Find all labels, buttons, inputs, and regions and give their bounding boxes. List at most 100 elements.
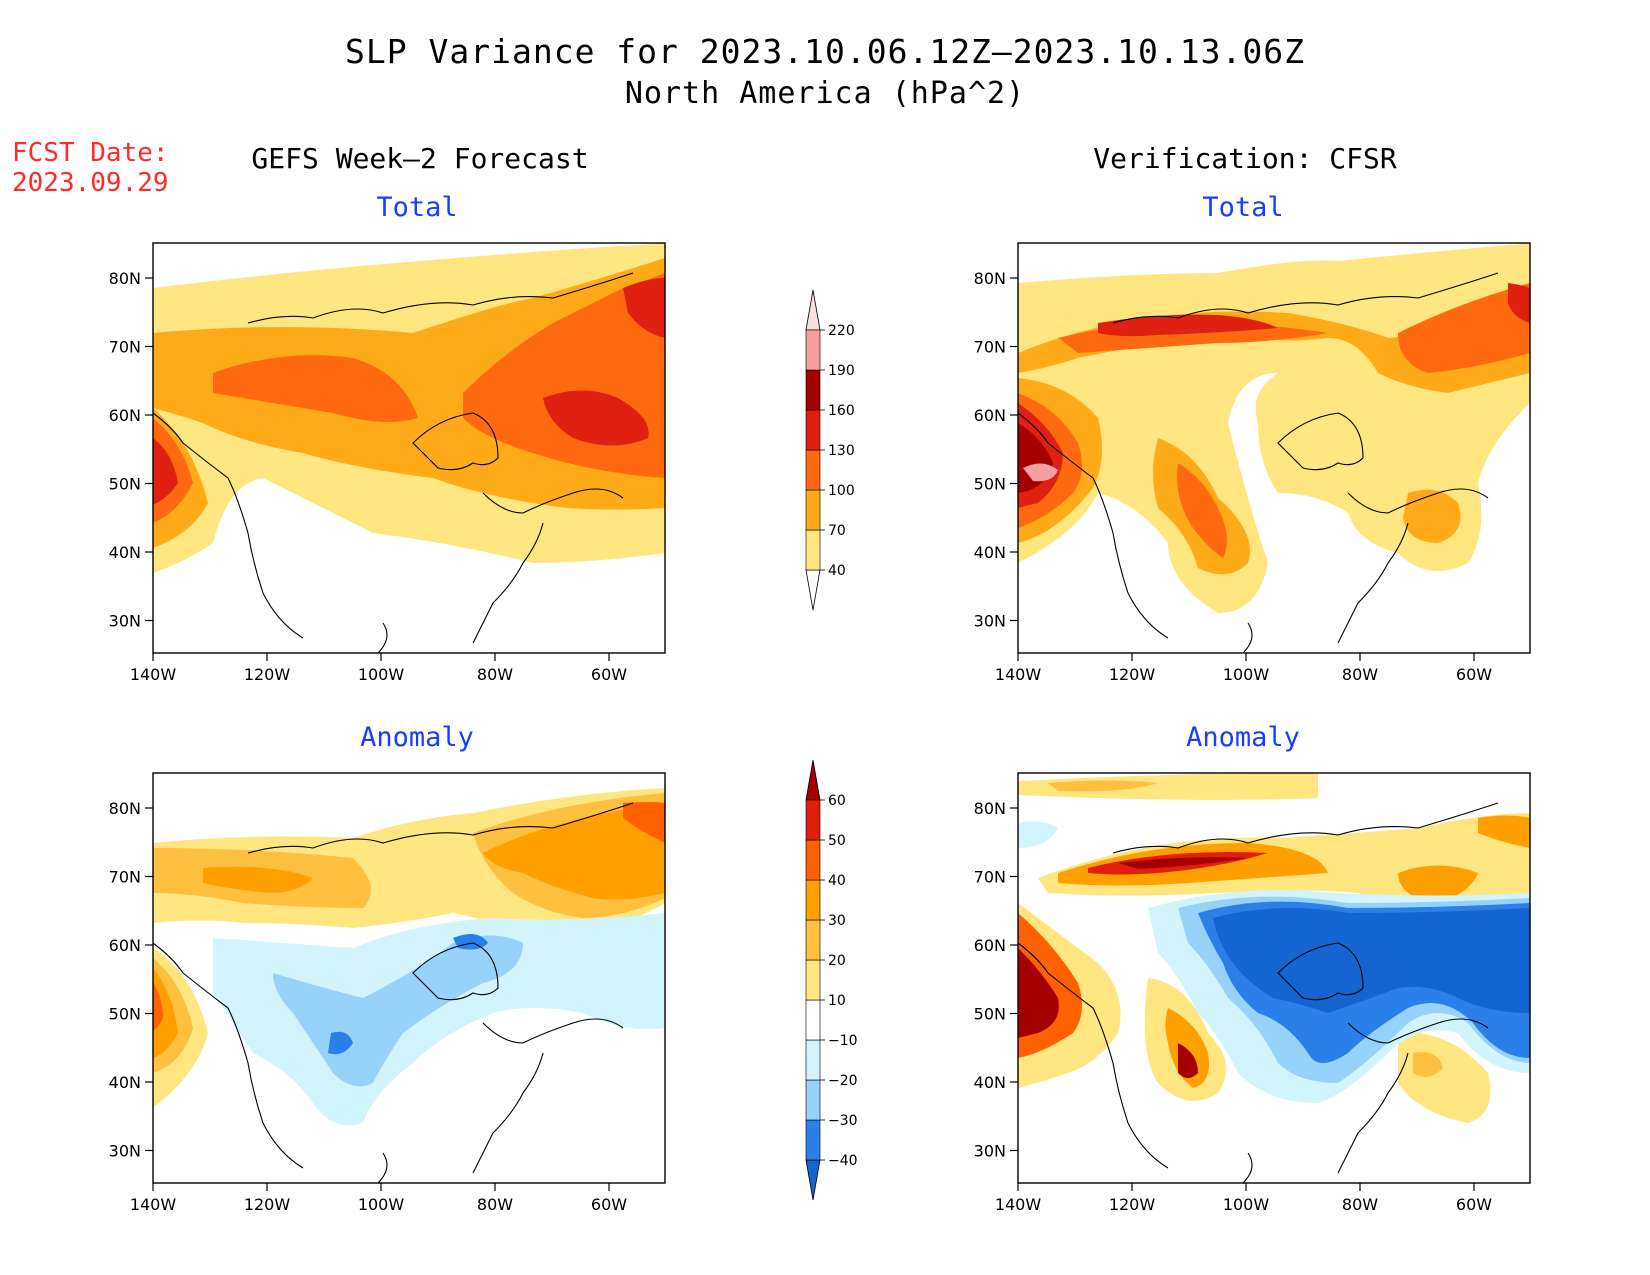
colorbar-anomaly: −40 −30 −20 −10 10 20 30 40 50 60 [805,759,858,1201]
lat-tick-label: 70N [109,868,141,887]
colorbar-cell [805,1079,821,1121]
colorbar-label: 20 [828,953,846,969]
lat-tick-label: 30N [974,612,1006,631]
contour-60-south [1178,1043,1198,1078]
lon-tick-label: 100W [358,1195,405,1214]
colorbar-cell [805,369,821,411]
colorbar-bottom-arrow [805,569,821,611]
fcst-date-value: 2023.09.29 [12,168,169,198]
colorbar-label: −30 [828,1113,858,1129]
colorbar-label: 40 [828,873,846,889]
contour-60-arctic [1118,857,1248,869]
contour-neg30-south [328,1031,353,1055]
lon-tick-label: 80W [477,665,513,684]
contour-10-top [1018,773,1318,800]
colorbar-label: 60 [828,793,846,809]
lat-tick-label: 50N [109,1005,141,1024]
contour-30-west [153,968,178,1058]
lat-tick-label: 50N [974,475,1006,494]
contour-130 [1098,314,1278,337]
map-forecast-total [152,242,666,654]
lon-tick-label: 120W [244,665,291,684]
lat-tick-label: 60N [109,406,141,425]
coastlines [1018,272,1499,653]
colorbar-cell [805,959,821,1001]
contour-neg10-west-arctic [1018,821,1058,848]
colorbar-cell [805,1119,821,1161]
lon-tick-label: 120W [244,1195,291,1214]
lat-tick-label: 80N [109,269,141,288]
lat-tick-label: 50N [974,1005,1006,1024]
lat-tick-label: 30N [974,1142,1006,1161]
figure-title: SLP Variance for 2023.10.06.12Z–2023.10.… [345,32,1305,71]
panel-title-verification-anomaly: Anomaly [1186,722,1300,753]
lat-tick-label: 80N [974,269,1006,288]
coastlines [153,272,634,653]
contour-40-west [153,983,163,1031]
lat-tick-label: 80N [109,799,141,818]
colorbar-cell [805,409,821,451]
fcst-date-label: FCST Date: [12,138,169,168]
map-forecast-anomaly [152,772,666,1184]
colorbar-label: 50 [828,833,846,849]
contour-30-ne [1398,865,1478,903]
contour-30-east [483,803,665,900]
colorbar-label: 160 [828,403,855,419]
colorbar-label: 10 [828,993,846,1009]
contour-190-west [1023,463,1058,482]
lon-tick-label: 80W [1342,1195,1378,1214]
colorbar-label: 30 [828,913,846,929]
lat-tick-label: 70N [974,338,1006,357]
colorbar-bottom-arrow [805,1159,821,1201]
axes: 80N 70N 60N 50N 40N 30N 140W 120W 100W 80W 60W 80N 7… [109,269,1493,1214]
lon-tick-label: 80W [477,1195,513,1214]
coastlines [1018,802,1499,1183]
colorbar-label: −10 [828,1033,858,1049]
colorbar-cell [805,329,821,371]
panel-title-forecast-anomaly: Anomaly [360,722,474,753]
lon-tick-label: 140W [130,665,177,684]
contour-130 [543,390,649,446]
contour-30-far-ne [1478,815,1530,848]
contour-neg10 [213,913,665,1126]
colorbar-cell [805,919,821,961]
map-verification-anomaly [1017,772,1531,1184]
lon-tick-label: 140W [995,665,1042,684]
lon-tick-label: 100W [358,665,405,684]
right-column-heading: Verification: CFSR [1093,142,1397,175]
contour-130-west [153,438,178,505]
contour-20-se [1413,1052,1443,1077]
contour-100-ne [1398,283,1530,373]
panel-title-forecast-total: Total [376,192,458,223]
lon-tick-label: 60W [1456,1195,1492,1214]
colorbar-total: 40 70 100 130 160 190 220 [805,289,855,611]
colorbar-label: 130 [828,443,855,459]
colorbar-cell [805,839,821,881]
lon-tick-label: 60W [1456,665,1492,684]
panel-title-verification-total: Total [1202,192,1284,223]
colorbar-top-arrow [805,759,821,801]
colorbar-cell [805,1039,821,1081]
lon-tick-label: 100W [1223,665,1270,684]
figure-subtitle: North America (hPa^2) [624,76,1026,111]
lat-tick-label: 30N [109,1142,141,1161]
colorbar-label: 190 [828,363,855,379]
contour-20-top [1048,780,1158,792]
colorbar-cell [805,799,821,841]
contour-100 [213,355,418,422]
lat-tick-label: 40N [974,543,1006,562]
colorbar-label: 220 [828,323,855,339]
colorbar-label: 100 [828,483,855,499]
lat-tick-label: 70N [974,868,1006,887]
lon-tick-label: 100W [1223,1195,1270,1214]
lon-tick-label: 120W [1109,665,1156,684]
lat-tick-label: 50N [109,475,141,494]
colorbar-label: −40 [828,1153,858,1169]
colorbar-label: 70 [828,523,846,539]
lat-tick-label: 70N [109,338,141,357]
map-verification-total [1017,242,1531,654]
colorbar-label: −20 [828,1073,858,1089]
colorbar-cell [805,879,821,921]
lat-tick-label: 60N [974,936,1006,955]
